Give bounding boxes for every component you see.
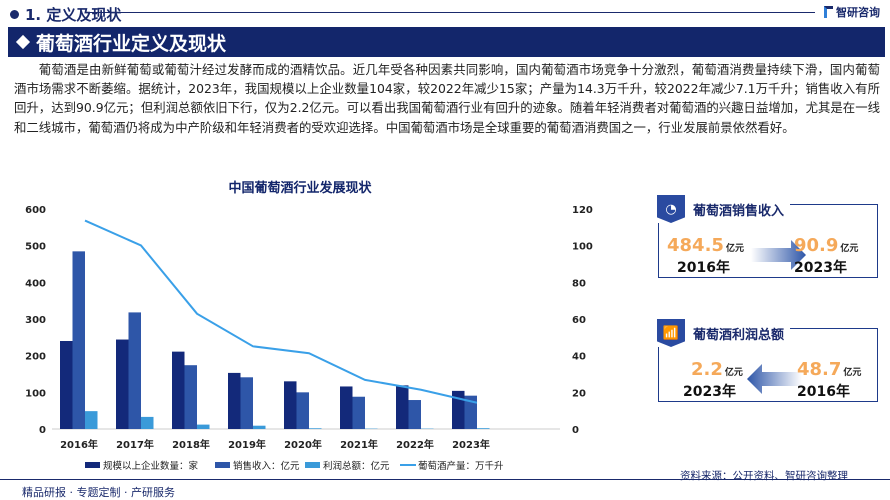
bar-0 <box>396 385 409 429</box>
legend-swatch <box>85 462 100 468</box>
card-title: 葡萄酒销售收入 <box>693 203 785 219</box>
chart-title: 中国葡萄酒行业发展现状 <box>228 181 372 196</box>
footer-tagline: 精品研报 · 专题定制 · 产研服务 <box>22 486 175 499</box>
banner: 葡萄酒行业定义及现状 <box>8 27 885 57</box>
x-tick-label: 2018年 <box>172 438 210 451</box>
y2-tick-label: 40 <box>572 352 586 363</box>
logo: 智研咨询 <box>824 4 880 20</box>
logo-text: 智研咨询 <box>836 6 880 19</box>
right-year: 2016年 <box>797 384 850 400</box>
section-heading: 1. 定义及现状 <box>10 4 121 25</box>
section-title: 1. 定义及现状 <box>25 6 122 24</box>
bar-1 <box>128 312 141 429</box>
bar-2 <box>85 411 98 429</box>
banner-title: 葡萄酒行业定义及现状 <box>36 32 227 55</box>
y2-tick-label: 120 <box>572 205 593 216</box>
y-tick-label: 200 <box>25 352 46 363</box>
bar-0 <box>452 390 465 429</box>
bar-1 <box>352 396 365 429</box>
y2-tick-label: 100 <box>572 242 593 253</box>
bar-0 <box>172 351 185 429</box>
from-value: 484.5 亿元 <box>667 235 744 256</box>
y2-tick-label: 0 <box>572 425 579 436</box>
y-tick-label: 500 <box>25 242 46 253</box>
card-title: 葡萄酒利润总额 <box>693 327 785 343</box>
revenue-card: ◔ 葡萄酒销售收入 484.5 亿元 2016年 90.9 亿元 2023年 <box>657 195 878 278</box>
y2-tick-label: 20 <box>572 388 586 399</box>
y2-tick-label: 80 <box>572 278 586 289</box>
footer-divider <box>0 479 890 480</box>
bar-0 <box>340 386 353 429</box>
pie-chart-icon: ◔ <box>657 195 685 223</box>
to-year: 2023年 <box>794 260 847 276</box>
x-tick-label: 2023年 <box>452 438 490 451</box>
bar-2 <box>253 425 266 429</box>
logo-icon <box>824 6 833 18</box>
to-value: 90.9 亿元 <box>794 235 859 256</box>
bar-1 <box>184 365 197 429</box>
bullet-icon <box>10 10 19 19</box>
bar-0 <box>116 339 129 429</box>
bar-0 <box>284 381 297 429</box>
y-tick-label: 100 <box>25 388 46 399</box>
x-tick-label: 2019年 <box>228 438 266 451</box>
y-tick-label: 600 <box>25 205 46 216</box>
bar-1 <box>408 400 421 429</box>
y-tick-label: 300 <box>25 315 46 326</box>
right-value: 48.7 亿元 <box>797 359 862 380</box>
intro-paragraph: 葡萄酒是由新鲜葡萄或葡萄汁经过发酵而成的酒精饮品。近几年受各种因素共同影响，国内… <box>14 62 880 135</box>
from-year: 2016年 <box>677 260 730 276</box>
bar-2 <box>197 424 210 429</box>
legend-label: 利润总额：亿元 <box>323 460 390 472</box>
left-year: 2023年 <box>683 384 736 400</box>
source-note: 资料来源：公开资料、智研咨询整理 <box>680 470 848 482</box>
profit-card: 📶 葡萄酒利润总额 2.2 亿元 2023年 48.7 亿元 2016年 <box>657 319 878 402</box>
bar-growth-icon: 📶 <box>657 319 685 347</box>
legend-label: 葡萄酒产量：万千升 <box>418 460 504 472</box>
bar-1 <box>240 377 253 429</box>
chart: 0 100 200 300 400 500 600 0 20 40 60 80 100 120 2016年 2… <box>25 205 593 472</box>
bar-2 <box>141 416 154 429</box>
bar-0 <box>60 341 73 429</box>
left-value: 2.2 亿元 <box>691 359 743 380</box>
production-line <box>84 219 478 404</box>
y2-tick-label: 60 <box>572 315 586 326</box>
arrow-right-icon <box>751 240 806 270</box>
legend-swatch <box>215 462 230 468</box>
legend-label: 销售收入：亿元 <box>233 460 300 472</box>
legend-label: 规模以上企业数量：家 <box>103 460 199 472</box>
x-tick-label: 2016年 <box>60 438 98 451</box>
x-tick-label: 2017年 <box>116 438 154 451</box>
x-tick-label: 2020年 <box>284 438 322 451</box>
bar-2 <box>477 428 490 429</box>
bar-2 <box>309 428 322 429</box>
x-tick-label: 2022年 <box>396 438 434 451</box>
y-tick-label: 0 <box>39 425 46 436</box>
y-tick-label: 400 <box>25 278 46 289</box>
bar-0 <box>228 372 241 429</box>
bar-1 <box>464 395 477 429</box>
bar-1 <box>296 392 309 429</box>
arrow-left-icon <box>747 364 802 394</box>
bar-1 <box>72 251 85 429</box>
x-tick-label: 2021年 <box>340 438 378 451</box>
divider <box>90 12 815 13</box>
legend-swatch <box>305 462 320 468</box>
